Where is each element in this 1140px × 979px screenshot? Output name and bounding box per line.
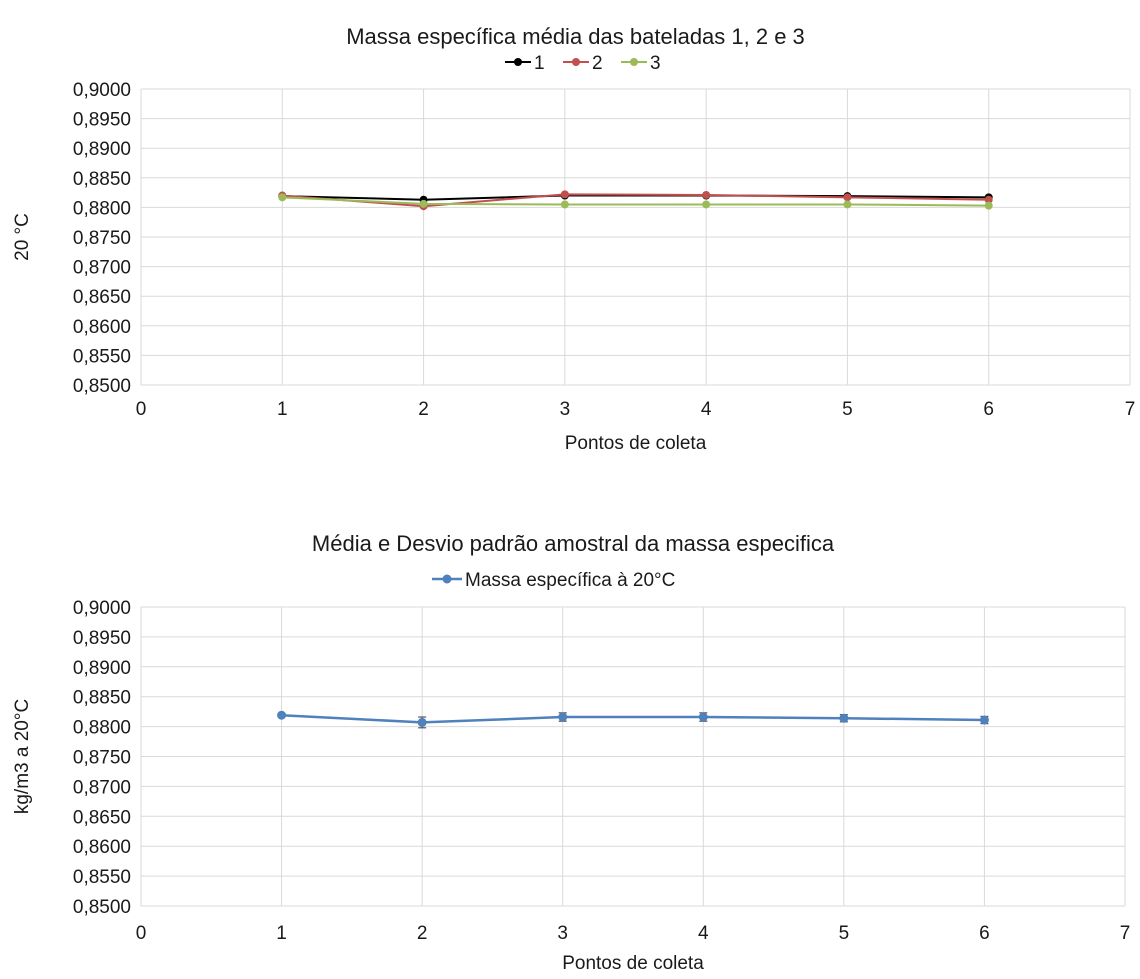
data-point [839, 713, 849, 723]
series-line [282, 193, 989, 208]
legend-item: 1 [505, 53, 545, 74]
x-tick-label: 4 [701, 399, 712, 420]
x-tick-label: 7 [1125, 399, 1136, 420]
data-point [419, 199, 428, 208]
y-tick-label: 0,8750 [73, 748, 131, 769]
legend-marker [630, 58, 638, 66]
chart-title: Massa específica média das bateladas 1, … [346, 24, 805, 49]
data-point [979, 715, 989, 725]
y-tick-labels: 0,8500 0,8550 0,8600 0,8650 0,8700 0,8750 0,88… [73, 598, 131, 918]
chart-1: Massa específica média das bateladas 1, … [12, 24, 1135, 454]
legend-label: 3 [650, 53, 661, 74]
x-tick-label: 1 [276, 923, 287, 944]
x-axis-label: Pontos de coleta [562, 953, 704, 974]
y-tick-label: 0,8750 [73, 228, 131, 249]
x-tick-label: 1 [277, 399, 288, 420]
data-point [558, 712, 568, 722]
x-tick-label: 6 [979, 923, 990, 944]
chart-title: Média e Desvio padrão amostral da massa … [312, 531, 835, 556]
x-tick-label: 0 [136, 923, 147, 944]
legend-item: 2 [563, 53, 603, 74]
y-tick-label: 0,8500 [73, 376, 131, 397]
legend-marker [572, 58, 580, 66]
y-axis-label: 20 °C [12, 213, 33, 261]
data-point [698, 712, 708, 722]
y-tick-label: 0,8950 [73, 628, 131, 649]
y-tick-label: 0,8650 [73, 287, 131, 308]
data-point [702, 190, 711, 199]
x-tick-label: 4 [698, 923, 709, 944]
y-tick-label: 0,8850 [73, 169, 131, 190]
legend-marker [514, 58, 522, 66]
x-tick-labels: 0 1 2 3 4 5 6 7 [136, 923, 1131, 944]
y-tick-label: 0,8700 [73, 777, 131, 798]
x-tick-label: 2 [417, 923, 428, 944]
data-point [984, 195, 993, 204]
y-tick-label: 0,8800 [73, 718, 131, 739]
chart-2: Média e Desvio padrão amostral da massa … [12, 531, 1130, 974]
y-tick-label: 0,8800 [73, 198, 131, 219]
legend: 1 2 3 [505, 53, 661, 74]
series-line [282, 196, 989, 207]
data-point [417, 717, 427, 727]
data-point [843, 200, 852, 209]
y-tick-label: 0,8950 [73, 110, 131, 131]
x-tick-label: 2 [418, 399, 429, 420]
y-tick-label: 0,8550 [73, 867, 131, 888]
x-axis-label: Pontos de coleta [565, 433, 707, 454]
data-point [560, 200, 569, 209]
series-3 [278, 193, 993, 210]
y-tick-label: 0,8850 [73, 688, 131, 709]
x-tick-label: 7 [1120, 923, 1131, 944]
y-tick-label: 0,8600 [73, 317, 131, 338]
grid [140, 88, 1131, 386]
y-tick-label: 0,9000 [73, 598, 131, 619]
y-tick-labels: 0,8500 0,8550 0,8600 0,8650 0,8700 0,8750 0,88… [73, 80, 131, 397]
series-1 [277, 710, 989, 729]
legend: Massa específica à 20°C [432, 570, 675, 591]
x-tick-labels: 0 1 2 3 4 5 6 7 [136, 399, 1136, 420]
legend-label: Massa específica à 20°C [465, 570, 675, 591]
y-tick-label: 0,8500 [73, 897, 131, 918]
x-tick-label: 3 [557, 923, 568, 944]
data-point [702, 200, 711, 209]
x-tick-label: 6 [983, 399, 994, 420]
x-tick-label: 3 [560, 399, 571, 420]
data-point [278, 193, 287, 202]
legend-item: 3 [621, 53, 661, 74]
x-tick-label: 5 [839, 923, 850, 944]
y-tick-label: 0,8900 [73, 139, 131, 160]
x-tick-label: 0 [136, 399, 147, 420]
y-tick-label: 0,8900 [73, 658, 131, 679]
data-point [984, 201, 993, 210]
series-line [281, 713, 985, 724]
grid [140, 606, 1126, 907]
y-tick-label: 0,9000 [73, 80, 131, 101]
legend-marker [442, 574, 452, 584]
y-tick-label: 0,8650 [73, 807, 131, 828]
y-axis-label: kg/m3 a 20°C [12, 699, 33, 814]
y-tick-label: 0,8550 [73, 346, 131, 367]
y-tick-label: 0,8600 [73, 837, 131, 858]
data-point [277, 710, 287, 720]
legend-label: 1 [534, 53, 545, 74]
data-point [843, 193, 852, 202]
legend-label: 2 [592, 53, 603, 74]
data-point [560, 190, 569, 199]
x-tick-label: 5 [842, 399, 853, 420]
y-tick-label: 0,8700 [73, 258, 131, 279]
